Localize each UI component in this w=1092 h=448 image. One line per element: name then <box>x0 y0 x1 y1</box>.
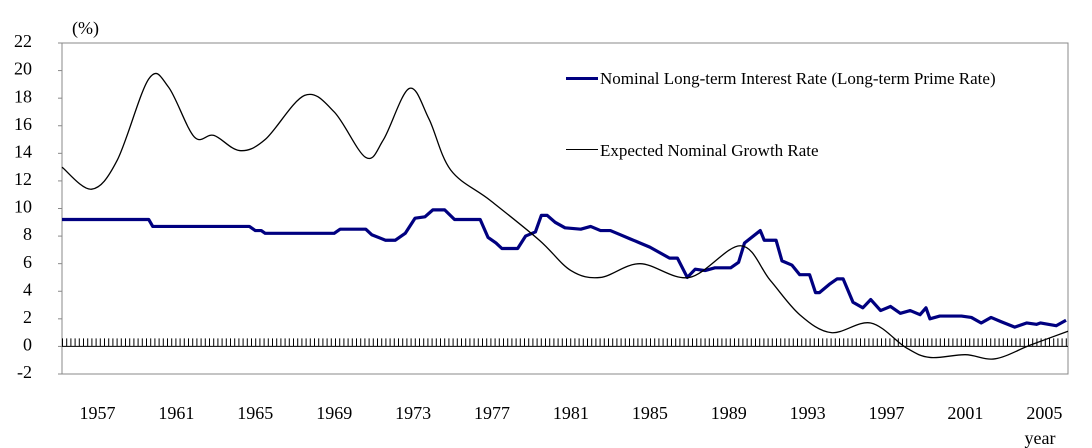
x-tick-label: 1989 <box>711 403 747 423</box>
x-tick-label: 1997 <box>869 403 905 423</box>
y-tick-label: 4 <box>23 279 32 299</box>
x-tick-label: 1957 <box>80 403 116 423</box>
y-tick-label: 8 <box>23 224 32 244</box>
x-tick-label: 2001 <box>947 403 983 423</box>
y-tick-label: 18 <box>14 86 32 106</box>
y-tick-label: 10 <box>14 197 32 217</box>
legend-swatch <box>566 77 598 80</box>
y-tick-label: 12 <box>14 169 32 189</box>
x-tick-label: 1981 <box>553 403 589 423</box>
x-tick-label: 1961 <box>158 403 194 423</box>
y-tick-label: -2 <box>17 362 32 382</box>
x-tick-label: 2005 <box>1026 403 1062 423</box>
x-tick-label: 1965 <box>237 403 273 423</box>
legend-label: Expected Nominal Growth Rate <box>600 141 819 160</box>
y-tick-label: 16 <box>14 114 32 134</box>
y-tick-label: 2 <box>23 307 32 327</box>
x-tick-label: 1993 <box>790 403 826 423</box>
y-tick-label: 14 <box>14 141 32 161</box>
legend-label: Nominal Long-term Interest Rate (Long-te… <box>600 69 996 88</box>
series-line <box>61 72 1069 360</box>
x-tick-label: 1969 <box>316 403 352 423</box>
legend-entry: Nominal Long-term Interest Rate (Long-te… <box>566 64 1020 93</box>
y-tick-label: 22 <box>14 31 32 51</box>
y-tick-label: 6 <box>23 252 32 272</box>
x-tick-label: 1977 <box>474 403 510 423</box>
legend-entry: Expected Nominal Growth Rate <box>566 136 1020 165</box>
y-tick-label: 20 <box>14 59 32 79</box>
series-line <box>62 208 1067 329</box>
y-axis-label: (%) <box>72 18 99 39</box>
x-tick-label: 1973 <box>395 403 431 423</box>
x-axis-label: year <box>1025 428 1056 448</box>
y-tick-label: 0 <box>23 335 32 355</box>
x-tick-label: 1985 <box>632 403 668 423</box>
legend-swatch <box>566 149 598 150</box>
